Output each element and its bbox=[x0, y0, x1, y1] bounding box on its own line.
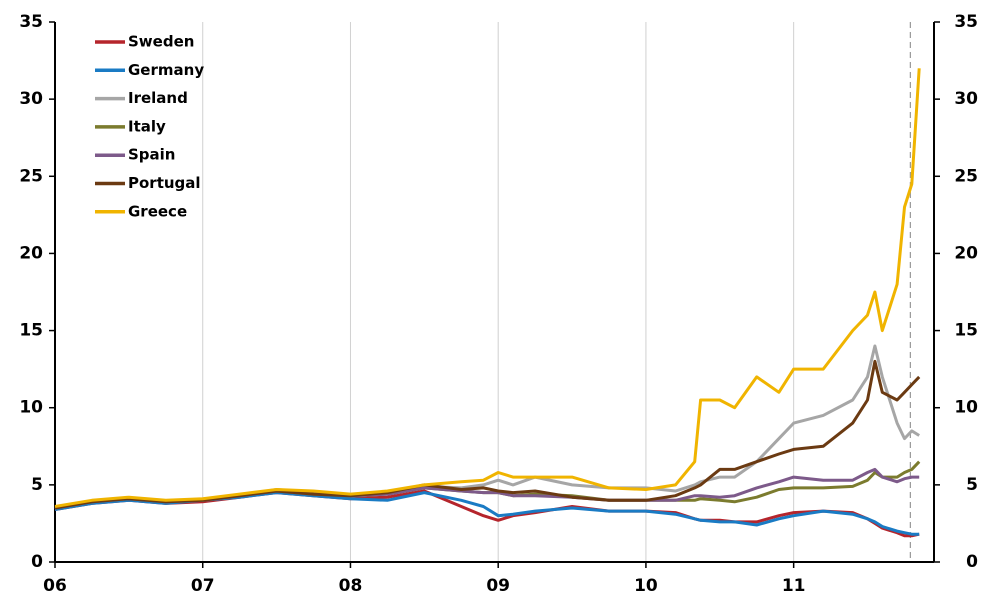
x-tick-label: 08 bbox=[339, 576, 363, 596]
legend-label: Germany bbox=[128, 61, 204, 79]
y-tick-label: 15 bbox=[19, 321, 43, 341]
y2-tick-label: 5 bbox=[966, 475, 978, 495]
y-tick-label: 30 bbox=[19, 89, 43, 109]
y2-tick-label: 20 bbox=[954, 243, 978, 263]
y-tick-label: 25 bbox=[19, 166, 43, 186]
legend-label: Ireland bbox=[128, 89, 188, 107]
series-line bbox=[54, 359, 921, 510]
y2-tick-label: 15 bbox=[954, 321, 978, 341]
y2-tick-label: 25 bbox=[954, 166, 978, 186]
x-tick-label: 09 bbox=[486, 576, 510, 596]
y-tick-label: 10 bbox=[19, 398, 43, 418]
series-line bbox=[54, 489, 920, 538]
x-tick-label: 07 bbox=[191, 576, 215, 596]
legend-label: Greece bbox=[128, 202, 187, 220]
y-tick-label: 0 bbox=[31, 552, 43, 572]
x-tick-label: 10 bbox=[634, 576, 658, 596]
series-line bbox=[54, 344, 920, 510]
x-tick-label: 06 bbox=[43, 576, 67, 596]
y2-tick-label: 30 bbox=[954, 89, 978, 109]
series-line bbox=[54, 491, 920, 536]
series-line bbox=[54, 68, 921, 508]
y-tick-label: 20 bbox=[19, 243, 43, 263]
legend-label: Spain bbox=[128, 146, 175, 164]
y2-tick-label: 35 bbox=[954, 12, 978, 32]
legend-label: Italy bbox=[128, 117, 166, 135]
legend-label: Sweden bbox=[128, 33, 194, 51]
legend-label: Portugal bbox=[128, 174, 201, 192]
x-tick-label: 11 bbox=[782, 576, 806, 596]
y-tick-label: 5 bbox=[31, 475, 43, 495]
y2-tick-label: 10 bbox=[954, 398, 978, 418]
y2-tick-label: 0 bbox=[966, 552, 978, 572]
y-tick-label: 35 bbox=[19, 12, 43, 32]
